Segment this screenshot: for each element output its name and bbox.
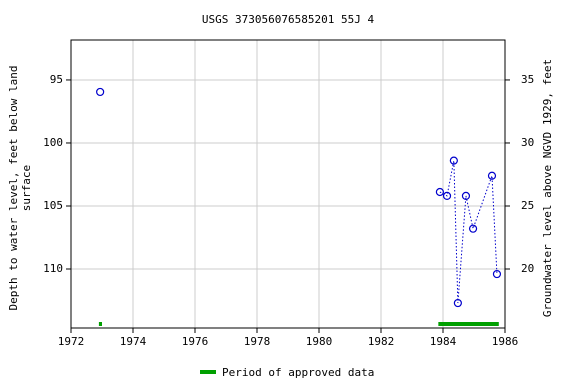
y2-tick-label: 35 <box>521 73 534 86</box>
y2-tick-label: 30 <box>521 136 534 149</box>
y-tick-label: 105 <box>43 199 63 212</box>
y-tick-label: 110 <box>43 262 63 275</box>
approved-period <box>438 322 499 326</box>
data-point <box>96 87 105 97</box>
y-tick-label: 95 <box>50 73 63 86</box>
x-tick-label: 1980 <box>306 335 333 348</box>
data-point <box>435 187 444 197</box>
data-point <box>487 171 497 180</box>
legend-label: Period of approved data <box>222 366 374 379</box>
x-tick-label: 1976 <box>182 335 209 348</box>
chart-title: USGS 373056076585201 55J 4 <box>202 13 375 26</box>
approved-period <box>98 322 102 326</box>
x-tick-label: 1982 <box>368 335 395 348</box>
data-point <box>461 191 471 201</box>
x-tick-label: 1984 <box>430 335 457 348</box>
y2-axis-label: Groundwater level above NGVD 1929, feet <box>541 59 554 317</box>
data-point <box>442 191 452 201</box>
x-tick-label: 1972 <box>58 335 85 348</box>
y-axis-label: surface <box>20 165 33 211</box>
y-axis-label: Depth to water level, feet below land <box>7 65 20 310</box>
y2-tick-label: 25 <box>521 199 534 212</box>
data-point <box>453 298 462 308</box>
x-tick-label: 1986 <box>492 335 519 348</box>
plot-frame <box>70 39 506 329</box>
data-point <box>449 156 458 165</box>
x-tick-label: 1974 <box>120 335 147 348</box>
data-point <box>468 224 478 233</box>
y-tick-label: 100 <box>43 136 63 149</box>
data-point <box>492 269 502 279</box>
data-line <box>439 160 498 304</box>
x-tick-label: 1978 <box>244 335 271 348</box>
y2-tick-label: 20 <box>521 262 534 275</box>
